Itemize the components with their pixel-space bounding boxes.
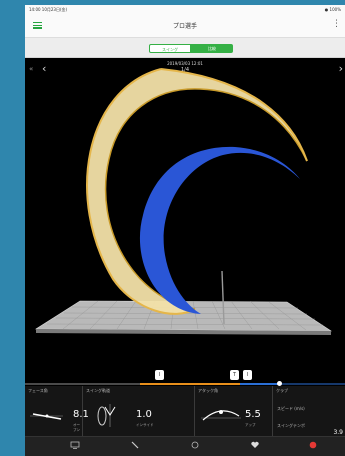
timeline-base [25,383,168,385]
trail-gold [87,69,307,314]
tab-record[interactable] [303,441,323,455]
status-battery: ● 100% [324,7,341,12]
club-icon [131,441,139,449]
app-window: 14:00 10月23日(金) ● 100% プロ選手 ⋮ スイング 比較 « … [25,5,345,456]
metrics-panel: フェース角 8.1 オープン スイング軌道 1.0 インサイド アタック角 [25,386,345,436]
timeline-downswing [240,383,280,385]
bottom-tab-bar [25,436,345,456]
swing-path-icon [97,404,116,427]
club-cell[interactable]: クラブ スピード (m/s) スイングテンポ 3.9 [273,386,345,436]
timeline-marker-top[interactable]: T [230,370,239,380]
tab-home[interactable] [65,441,85,455]
swing-timeline[interactable]: I T I [25,370,345,386]
face-angle-icon [30,413,63,420]
swing-path-value: 1.0 [136,409,152,420]
speed-label: スピード (m/s) [277,406,305,411]
trail-blue [139,146,300,314]
swing-date: 2019/03/03 12:01 [167,61,203,66]
status-time: 14:00 10月23日(金) [29,7,68,12]
ground-grid [34,300,333,335]
face-angle-cell[interactable]: フェース角 8.1 オープン [25,386,89,436]
monitor-icon [70,441,80,449]
mode-segment-bar: スイング 比較 [25,38,345,58]
tab-golf[interactable] [185,441,205,455]
tempo-value: 3.9 [333,429,343,436]
tempo-label: スイングテンポ [277,423,305,428]
tab-favorite[interactable] [245,441,265,455]
more-icon[interactable]: ⋮ [332,19,341,29]
tab-club[interactable] [125,441,145,455]
swing-count: 1/4 [180,67,190,73]
swing-3d-viewer[interactable]: « ‹ 2019/03/03 12:01 1/4 › [25,59,345,380]
swing-path-label: スイング軌道 [86,388,110,393]
attack-angle-value: 5.5 [245,409,261,420]
record-icon [309,441,317,449]
face-angle-unit: オープン [73,423,80,432]
timeline-backswing [140,383,240,385]
club-label: クラブ [276,388,288,393]
club-shaft [221,270,225,325]
list-icon[interactable] [33,22,42,29]
attack-angle-unit: アップ [245,423,256,427]
face-angle-value: 8.1 [73,409,89,420]
timeline-marker-address[interactable]: I [155,370,164,380]
page-title: プロ選手 [172,23,197,30]
attack-angle-label: アタック角 [198,388,218,393]
top-nav: プロ選手 ⋮ [25,14,345,38]
first-icon[interactable]: « [29,65,34,73]
swing-path-cell[interactable]: スイング軌道 1.0 インサイド [83,386,195,436]
prev-icon[interactable]: ‹ [42,62,47,75]
next-icon[interactable]: › [338,62,343,75]
status-bar: 14:00 10月23日(金) ● 100% [25,5,345,14]
attack-angle-icon [201,410,241,421]
timeline-knob[interactable] [277,381,282,386]
segment-swing[interactable]: スイング [149,44,191,53]
timeline-follow [280,383,345,385]
heart-icon [251,441,259,448]
golf-ball-icon [191,441,199,449]
attack-angle-cell[interactable]: アタック角 5.5 アップ [195,386,273,436]
timeline-marker-impact[interactable]: I [243,370,252,380]
swing-trajectory-graphic [34,68,333,335]
face-angle-label: フェース角 [28,388,48,393]
swing-path-unit: インサイド [136,423,154,427]
segment-pro[interactable]: 比較 [191,44,233,53]
